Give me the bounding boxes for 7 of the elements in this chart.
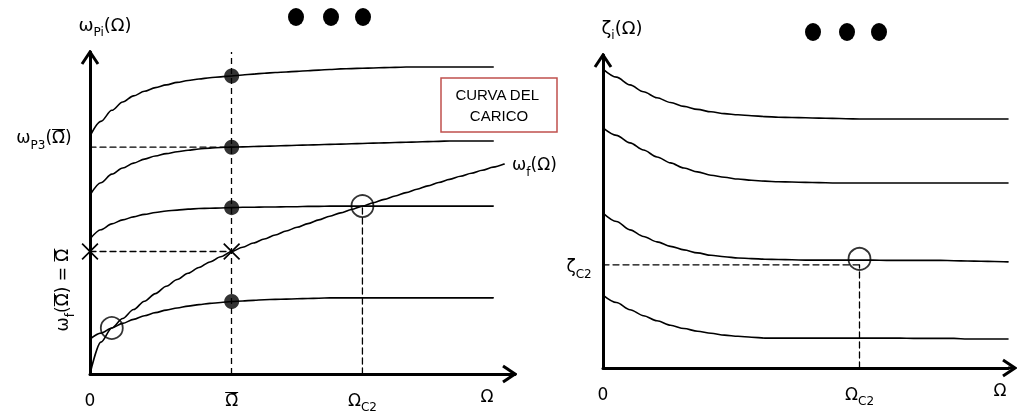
x-tick-label: 0 [597, 383, 609, 404]
x-tick-label: 0 [84, 389, 96, 410]
x-tick-label: Ω̄ [225, 389, 239, 410]
annotation: CURVA DEL CARICO [455, 86, 543, 124]
x-axis-title: Ω [993, 379, 1007, 400]
x-axis-title: Ω [480, 385, 494, 406]
text: ωf(Ω̄) = Ω̄ [52, 248, 77, 332]
